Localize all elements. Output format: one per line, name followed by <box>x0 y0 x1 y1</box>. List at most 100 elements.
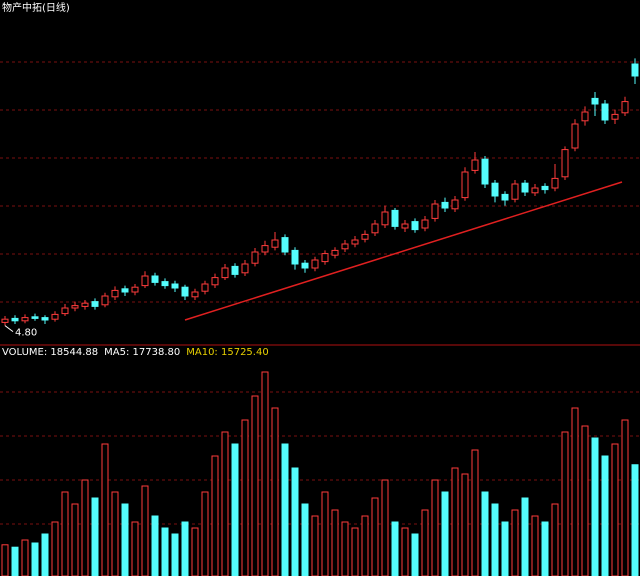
volume-bar <box>281 443 289 576</box>
volume-bar <box>431 479 439 576</box>
volume-bar <box>451 467 459 576</box>
candle-body <box>171 283 179 289</box>
min-label: 4.80 <box>15 328 37 339</box>
volume-bar <box>471 449 479 576</box>
volume-bar <box>321 491 329 576</box>
volume-bar <box>221 431 229 576</box>
candle-body <box>101 295 109 306</box>
candle-body <box>131 286 139 293</box>
candle-body <box>31 316 39 319</box>
volume-bar <box>211 455 219 576</box>
candle-body <box>261 245 269 253</box>
candle-body <box>251 251 259 264</box>
legend-entry: MA5: 17738.80 <box>104 347 180 358</box>
candle-body <box>381 211 389 226</box>
volume-bar <box>511 509 519 576</box>
candle-body <box>431 203 439 219</box>
volume-bar <box>301 503 309 576</box>
volume-bar <box>121 503 129 576</box>
volume-bar <box>561 431 569 576</box>
candle-body <box>161 281 169 287</box>
volume-bar <box>371 497 379 576</box>
candle-body <box>51 313 59 320</box>
volume-bar <box>381 479 389 576</box>
candle-body <box>421 219 429 229</box>
volume-bar <box>251 395 259 576</box>
volume-bar <box>41 533 49 576</box>
volume-bar <box>161 527 169 576</box>
volume-bar <box>611 443 619 576</box>
volume-bar <box>271 407 279 576</box>
candle-body <box>441 201 449 209</box>
candle-body <box>1 318 9 323</box>
candle-body <box>481 158 489 185</box>
candle-body <box>311 259 319 269</box>
legend-entry: VOLUME: 18544.88 <box>2 347 98 358</box>
volume-bar <box>351 527 359 576</box>
candle-body <box>271 239 279 248</box>
candle-body <box>451 199 459 210</box>
volume-bar <box>421 509 429 576</box>
volume-bar <box>411 533 419 576</box>
volume-bar <box>61 491 69 576</box>
legend-entry: MA10: 15725.40 <box>186 347 268 358</box>
volume-bar <box>31 542 39 576</box>
candle-body <box>461 171 469 199</box>
candle-body <box>81 302 89 307</box>
candle-body <box>91 301 99 307</box>
candle-body <box>61 307 69 315</box>
volume-bar <box>11 546 19 576</box>
volume-bar <box>151 515 159 576</box>
volume-bar <box>531 515 539 576</box>
volume-bar <box>141 485 149 576</box>
candle-body <box>331 249 339 256</box>
volume-bar <box>441 491 449 576</box>
candle-body <box>471 159 479 171</box>
candle-body <box>281 237 289 253</box>
volume-bar <box>291 467 299 576</box>
candle-body <box>571 123 579 149</box>
chart-title: 物产中拓(日线) <box>2 1 70 14</box>
volume-bar <box>341 521 349 576</box>
candle-body <box>591 97 599 105</box>
volume-bar <box>551 503 559 576</box>
candle-body <box>391 209 399 227</box>
volume-bar <box>171 533 179 576</box>
candle-body <box>631 63 639 77</box>
candle-body <box>531 187 539 194</box>
candle-body <box>501 193 509 201</box>
volume-bar <box>401 527 409 576</box>
volume-bar <box>191 527 199 576</box>
volume-bar <box>491 503 499 576</box>
volume-bar <box>71 503 79 576</box>
volume-bar <box>1 544 9 576</box>
volume-bar <box>481 491 489 576</box>
candle-body <box>221 267 229 279</box>
candle-body <box>611 113 619 120</box>
candle-body <box>411 221 419 231</box>
candle-body <box>151 275 159 283</box>
candle-body <box>121 288 129 293</box>
candle-body <box>521 182 529 193</box>
candle-body <box>231 265 239 275</box>
volume-bar <box>331 509 339 576</box>
candle-body <box>201 283 209 292</box>
min-pointer <box>4 325 14 333</box>
volume-bar <box>501 521 509 576</box>
candle-body <box>491 182 499 197</box>
candle-body <box>21 317 29 322</box>
volume-bar <box>201 491 209 576</box>
candle-body <box>561 149 569 178</box>
volume-bar <box>81 479 89 576</box>
volume-bar <box>241 419 249 576</box>
candle-body <box>541 185 549 191</box>
candle-body <box>301 262 309 269</box>
trend-line <box>184 181 623 321</box>
volume-bar <box>521 497 529 576</box>
volume-bar <box>51 521 59 576</box>
candle-body <box>321 253 329 263</box>
volume-bar <box>541 521 549 576</box>
volume-bar <box>581 425 589 576</box>
